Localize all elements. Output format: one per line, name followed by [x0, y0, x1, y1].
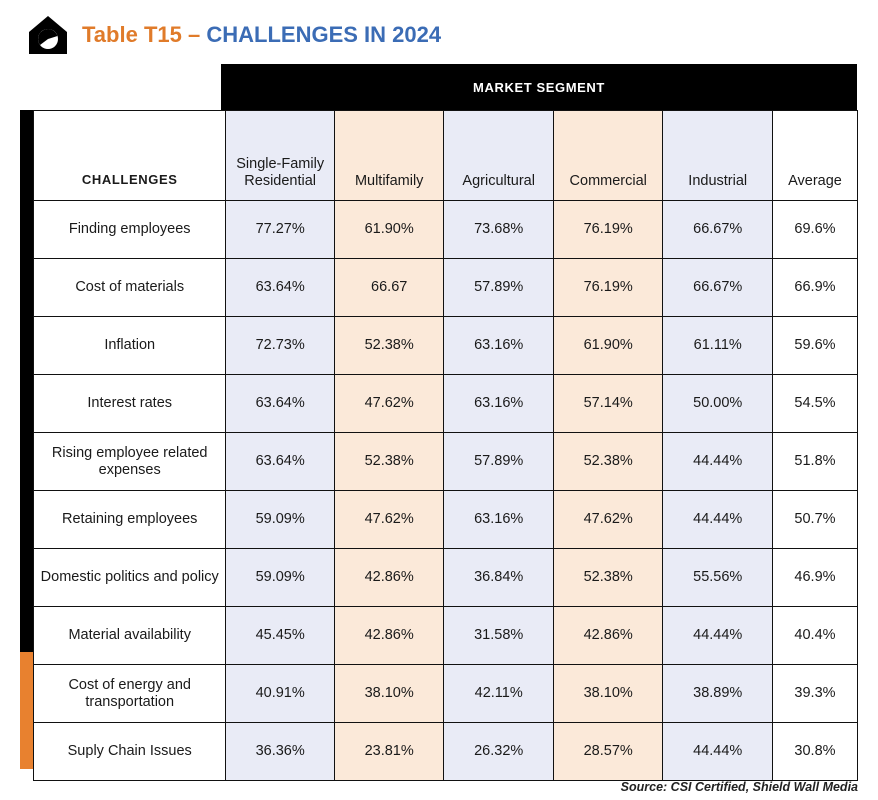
table-cell: 55.56% [662, 548, 773, 607]
table-cell: 72.73% [225, 316, 335, 375]
table-row: Rising employee related expenses 63.64% 52… [32, 432, 859, 491]
row-label: Inflation [32, 316, 227, 375]
title-dash: – [187, 22, 201, 47]
table-cell: 52.38% [333, 432, 445, 491]
column-header: Commercial [552, 110, 664, 201]
table-cell: 61.90% [333, 200, 445, 259]
table-cell: 26.32% [443, 722, 554, 781]
table-cell: 57.89% [443, 432, 554, 491]
table-cell: 50.00% [662, 374, 773, 433]
table-number: Table T15 [82, 22, 182, 47]
left-accent-bar-black [20, 110, 33, 652]
table-cell: 46.9% [771, 548, 859, 607]
table-cell: 63.64% [225, 258, 335, 317]
table-cell: 59.09% [225, 548, 335, 607]
challenges-table: CHALLENGES Single-Family Residential Mul… [32, 110, 859, 781]
table-cell: 76.19% [552, 258, 664, 317]
table-cell: 42.86% [552, 606, 664, 665]
table-cell: 36.36% [225, 722, 335, 781]
table-cell: 50.7% [771, 490, 859, 549]
row-label: Cost of energy and transportation [32, 664, 227, 723]
table-cell: 44.44% [662, 606, 773, 665]
table-cell: 51.8% [771, 432, 859, 491]
table-cell: 59.09% [225, 490, 335, 549]
table-cell: 42.11% [443, 664, 554, 723]
row-label: Finding employees [32, 200, 227, 259]
title-text: CHALLENGES IN 2024 [206, 22, 442, 47]
table-cell: 57.89% [443, 258, 554, 317]
row-label: Suply Chain Issues [32, 722, 227, 781]
table-cell: 57.14% [552, 374, 664, 433]
table-cell: 61.11% [662, 316, 773, 375]
table-cell: 30.8% [771, 722, 859, 781]
table-cell: 63.64% [225, 374, 335, 433]
column-header: Single-Family Residential [225, 110, 335, 201]
table-cell: 36.84% [443, 548, 554, 607]
row-label: Material availability [32, 606, 227, 665]
table-row: Finding employees 77.27% 61.90% 73.68% 76.19… [32, 200, 859, 259]
table-cell: 52.38% [552, 548, 664, 607]
table-cell: 52.38% [552, 432, 664, 491]
table-cell: 54.5% [771, 374, 859, 433]
table-cell: 77.27% [225, 200, 335, 259]
table-row: Material availability 45.45% 42.86% 31.58% 4… [32, 606, 859, 665]
table-cell: 66.67 [333, 258, 445, 317]
table-cell: 28.57% [552, 722, 664, 781]
table-cell: 44.44% [662, 722, 773, 781]
table-cell: 38.89% [662, 664, 773, 723]
left-accent-bar-orange [20, 652, 33, 769]
row-label: Rising employee related expenses [32, 432, 227, 491]
table-row: Domestic politics and policy 59.09% 42.86%… [32, 548, 859, 607]
table-cell: 31.58% [443, 606, 554, 665]
table-cell: 52.38% [333, 316, 445, 375]
row-label: Domestic politics and policy [32, 548, 227, 607]
challenges-column-header: CHALLENGES [32, 110, 227, 201]
page-title: Table T15 – CHALLENGES IN 2024 [82, 22, 441, 48]
table-cell: 63.16% [443, 490, 554, 549]
table-cell: 66.67% [662, 258, 773, 317]
column-header: Agricultural [443, 110, 554, 201]
table-row: Cost of energy and transportation 40.91% 3… [32, 664, 859, 723]
table-cell: 39.3% [771, 664, 859, 723]
column-header: Industrial [662, 110, 773, 201]
table-cell: 63.16% [443, 316, 554, 375]
table-cell: 40.4% [771, 606, 859, 665]
source-note: Source: CSI Certified, Shield Wall Media [620, 780, 858, 794]
table-cell: 44.44% [662, 490, 773, 549]
table-row: Cost of materials 63.64% 66.67 57.89% 76.19%… [32, 258, 859, 317]
table-cell: 73.68% [443, 200, 554, 259]
row-label: Retaining employees [32, 490, 227, 549]
column-header: Multifamily [333, 110, 445, 201]
row-label: Cost of materials [32, 258, 227, 317]
table-cell: 47.62% [552, 490, 664, 549]
table-cell: 47.62% [333, 374, 445, 433]
table-cell: 63.64% [225, 432, 335, 491]
table-cell: 38.10% [552, 664, 664, 723]
table-cell: 69.6% [771, 200, 859, 259]
table-cell: 42.86% [333, 548, 445, 607]
table-row: Inflation 72.73% 52.38% 63.16% 61.90% 61.11% 5… [32, 316, 859, 375]
table-cell: 23.81% [333, 722, 445, 781]
column-header: Average [771, 110, 859, 201]
table-cell: 38.10% [333, 664, 445, 723]
row-label: Interest rates [32, 374, 227, 433]
table-cell: 61.90% [552, 316, 664, 375]
table-cell: 47.62% [333, 490, 445, 549]
table-cell: 45.45% [225, 606, 335, 665]
table-cell: 66.67% [662, 200, 773, 259]
header-row: CHALLENGES Single-Family Residential Mul… [32, 110, 859, 201]
table-cell: 76.19% [552, 200, 664, 259]
table-cell: 42.86% [333, 606, 445, 665]
table-cell: 44.44% [662, 432, 773, 491]
table-row: Suply Chain Issues 36.36% 23.81% 26.32% 28.5… [32, 722, 859, 781]
table-cell: 40.91% [225, 664, 335, 723]
table-cell: 63.16% [443, 374, 554, 433]
table-row: Interest rates 63.64% 47.62% 63.16% 57.14% 50… [32, 374, 859, 433]
house-pie-chart-icon [26, 12, 70, 56]
table-cell: 59.6% [771, 316, 859, 375]
market-segment-header: MARKET SEGMENT [221, 64, 857, 110]
table-cell: 66.9% [771, 258, 859, 317]
table-row: Retaining employees 59.09% 47.62% 63.16% 47.… [32, 490, 859, 549]
